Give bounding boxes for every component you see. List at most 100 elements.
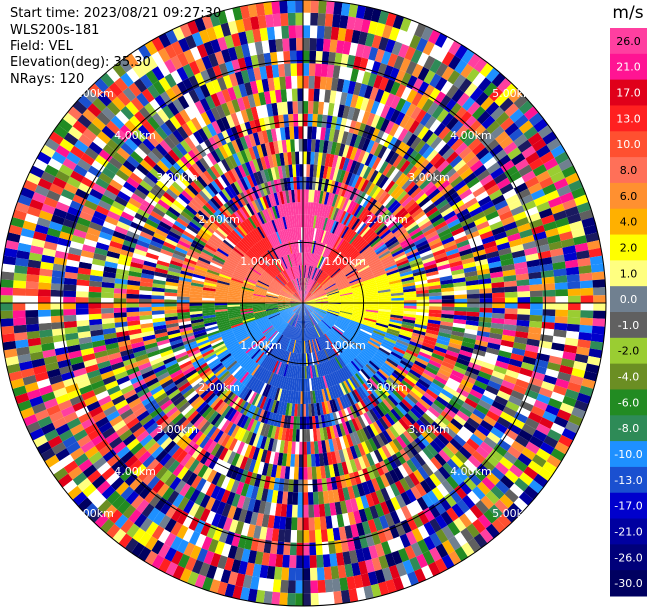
velocity-gate xyxy=(38,322,52,331)
velocity-gate xyxy=(378,581,390,596)
velocity-gate xyxy=(353,444,362,458)
velocity-gate xyxy=(410,440,423,454)
velocity-gate xyxy=(324,333,333,345)
velocity-gate xyxy=(362,195,372,208)
velocity-gate xyxy=(160,195,173,207)
velocity-gate xyxy=(342,551,352,565)
velocity-gate xyxy=(271,206,278,219)
velocity-gate xyxy=(192,326,206,333)
velocity-gate xyxy=(367,362,379,373)
velocity-gate xyxy=(339,91,348,106)
velocity-gate xyxy=(476,424,491,437)
velocity-gate xyxy=(160,436,173,450)
velocity-gate xyxy=(233,327,246,334)
velocity-gate xyxy=(330,234,338,247)
velocity-gate xyxy=(55,393,70,405)
velocity-gate xyxy=(566,323,580,333)
velocity-gate xyxy=(243,219,253,232)
velocity-gate xyxy=(120,72,134,88)
velocity-gate xyxy=(138,59,152,75)
velocity-gate xyxy=(265,296,279,300)
velocity-gate xyxy=(275,334,284,347)
velocity-gate xyxy=(399,433,411,446)
velocity-gate xyxy=(283,324,291,336)
velocity-gate xyxy=(217,320,230,326)
velocity-gate xyxy=(288,326,294,339)
velocity-gate xyxy=(282,256,289,269)
velocity-gate xyxy=(76,434,92,448)
velocity-gate xyxy=(568,303,581,311)
velocity-gate xyxy=(252,305,266,309)
velocity-gate xyxy=(286,254,292,268)
velocity-gate xyxy=(451,503,465,518)
velocity-gate xyxy=(377,314,391,320)
velocity-gate xyxy=(207,266,221,274)
velocity-gate xyxy=(149,385,164,396)
velocity-gate xyxy=(295,303,303,314)
velocity-ray-field xyxy=(0,0,606,606)
velocity-gate xyxy=(450,120,464,135)
velocity-gate xyxy=(195,144,207,158)
velocity-gate xyxy=(330,115,338,130)
velocity-gate xyxy=(364,32,375,47)
velocity-gate xyxy=(229,379,240,392)
velocity-gate xyxy=(40,171,56,184)
velocity-gate xyxy=(118,344,133,353)
velocity-gate xyxy=(184,424,197,438)
velocity-gate xyxy=(256,226,266,239)
velocity-gate xyxy=(485,410,500,422)
velocity-gate xyxy=(421,431,434,444)
velocity-gate xyxy=(256,448,264,462)
velocity-gate xyxy=(348,391,358,405)
velocity-gate xyxy=(458,513,473,528)
velocity-gate xyxy=(305,315,309,328)
velocity-gate xyxy=(442,385,457,396)
velocity-gate xyxy=(303,277,305,291)
velocity-gate xyxy=(271,528,280,542)
velocity-gate xyxy=(308,214,313,228)
velocity-gate xyxy=(306,278,311,291)
velocity-gate xyxy=(327,307,341,311)
velocity-gate xyxy=(75,303,89,309)
velocity-gate xyxy=(195,533,207,548)
velocity-gate xyxy=(343,380,352,393)
velocity-gate xyxy=(279,293,292,299)
velocity-gate xyxy=(190,395,203,408)
velocity-gate xyxy=(352,341,364,351)
velocity-gate xyxy=(353,471,362,485)
velocity-gate xyxy=(349,42,359,57)
velocity-gate xyxy=(220,419,231,433)
velocity-gate xyxy=(239,177,249,191)
velocity-gate xyxy=(336,397,344,411)
velocity-gate xyxy=(514,336,528,345)
velocity-gate xyxy=(342,351,353,362)
velocity-gate xyxy=(433,122,447,137)
velocity-gate xyxy=(192,130,205,145)
velocity-gate xyxy=(141,369,155,380)
velocity-gate xyxy=(331,358,340,371)
velocity-gate xyxy=(316,228,321,242)
velocity-gate xyxy=(286,415,292,429)
velocity-gate xyxy=(434,33,448,48)
velocity-gate xyxy=(355,387,365,400)
velocity-gate xyxy=(27,337,42,347)
velocity-gate xyxy=(339,474,348,489)
velocity-gate xyxy=(192,357,205,367)
velocity-gate xyxy=(303,0,311,13)
velocity-gate xyxy=(374,405,385,418)
velocity-gate xyxy=(440,410,454,423)
velocity-gate xyxy=(236,413,246,427)
velocity-gate xyxy=(309,253,314,266)
velocity-gate xyxy=(228,154,238,169)
velocity-gate xyxy=(171,223,185,234)
velocity-gate xyxy=(291,352,296,366)
velocity-gate xyxy=(462,374,477,385)
velocity-gate xyxy=(324,261,333,273)
velocity-gate xyxy=(335,355,345,368)
velocity-gate xyxy=(337,317,350,324)
velocity-gate xyxy=(440,317,454,323)
velocity-gate xyxy=(277,303,291,306)
velocity-gate xyxy=(304,328,306,341)
velocity-gate xyxy=(109,240,123,250)
velocity-gate xyxy=(229,281,243,287)
